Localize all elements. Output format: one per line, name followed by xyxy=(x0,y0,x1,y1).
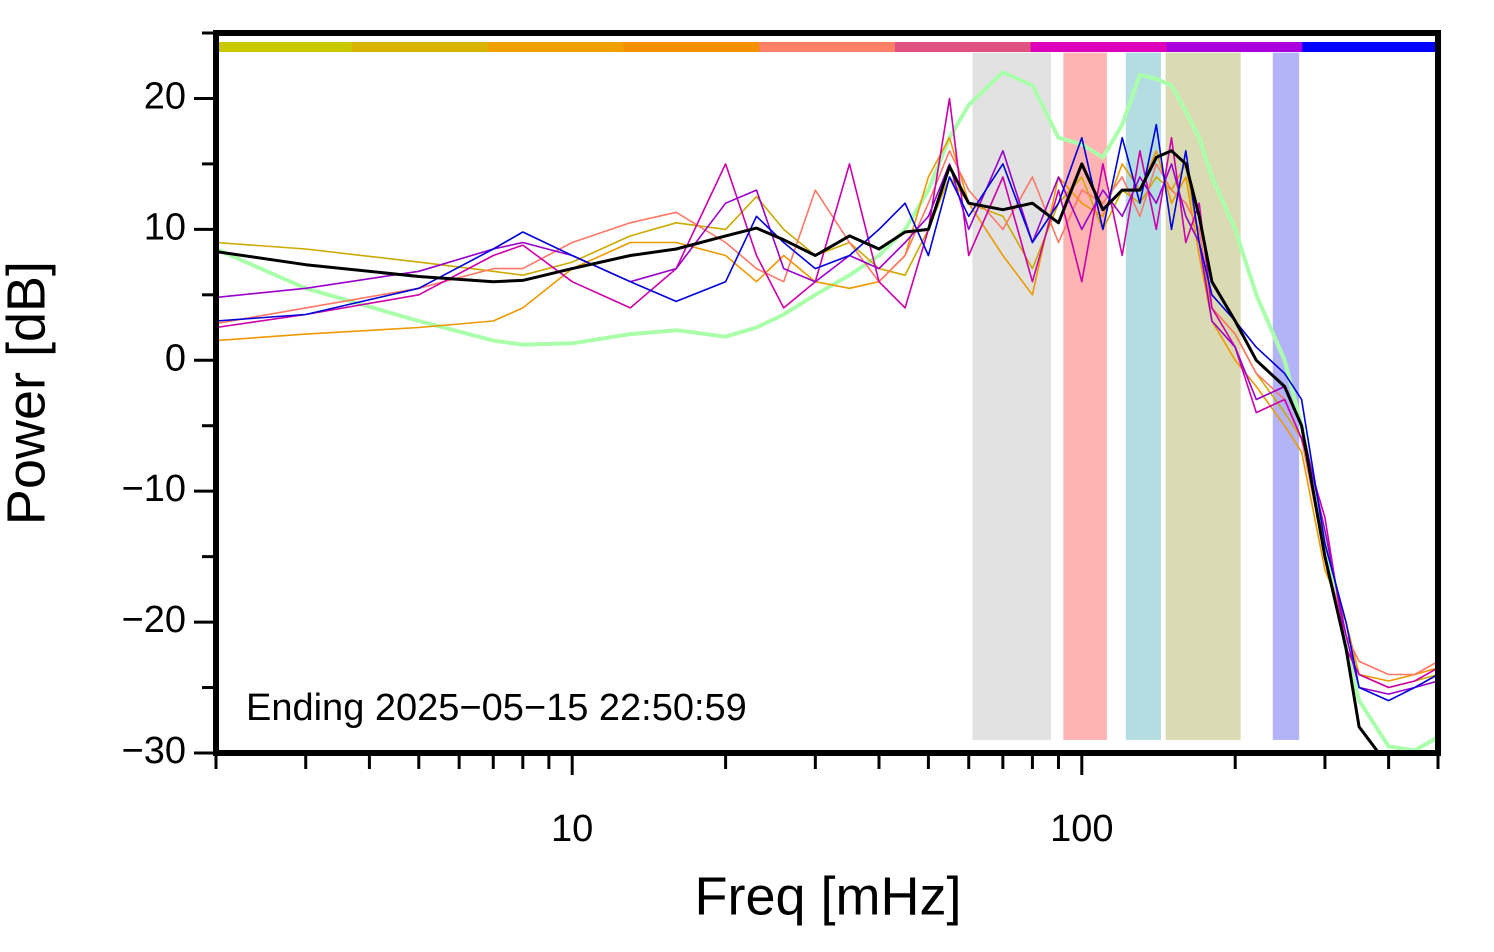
band xyxy=(1125,52,1161,740)
colorbar-segment xyxy=(623,42,760,52)
x-axis-title: Freq [mHz] xyxy=(694,866,961,926)
colorbar-segment xyxy=(487,42,624,52)
annotation: Ending 2025−05−15 22:50:59 xyxy=(246,687,747,729)
series-line xyxy=(216,70,1438,753)
y-tick-label: 0 xyxy=(165,337,186,379)
colorbar-segment xyxy=(351,42,489,52)
colorbar-segment xyxy=(759,42,896,52)
x-tick-label: 10 xyxy=(551,808,593,850)
band xyxy=(1165,52,1241,740)
y-tick-label: −30 xyxy=(122,730,186,772)
series-line xyxy=(216,150,1438,676)
colorbar xyxy=(216,42,1439,52)
y-tick-label: −10 xyxy=(122,468,186,510)
colorbar-segment xyxy=(1030,42,1167,52)
colorbar-segment xyxy=(894,42,1032,52)
band xyxy=(972,52,1051,740)
axes: −30 −20 −10 0 10 20 10 100 xyxy=(122,30,1441,850)
plot-frame xyxy=(213,30,1441,756)
series-line xyxy=(216,123,1438,702)
series-line xyxy=(216,150,1438,695)
colorbar-segment xyxy=(1166,42,1303,52)
y-tick-label: −20 xyxy=(122,599,186,641)
lines xyxy=(216,70,1438,753)
series-line xyxy=(216,149,1381,753)
y-tick-label: 10 xyxy=(144,206,186,248)
bands xyxy=(972,52,1300,740)
y-tick-label: 20 xyxy=(144,75,186,117)
series-line xyxy=(216,97,1438,689)
y-axis-title: Power [dB] xyxy=(0,261,56,525)
colorbar-segment xyxy=(216,42,353,52)
colorbar-segment xyxy=(1302,42,1439,52)
x-tick-label: 100 xyxy=(1050,808,1113,850)
